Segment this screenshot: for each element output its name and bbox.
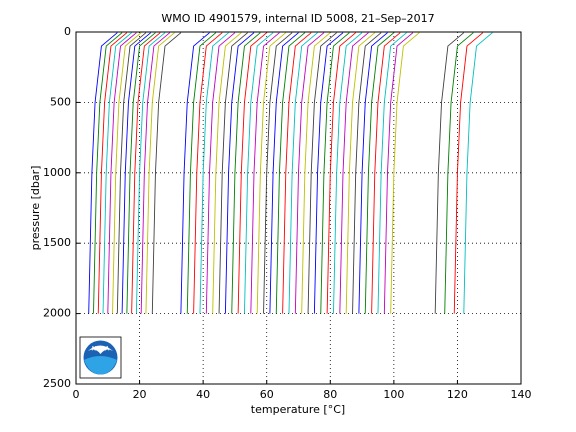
y-tick-label: 2000 <box>43 307 71 320</box>
profile-line <box>112 32 142 314</box>
x-tick-label: 40 <box>196 388 210 401</box>
profile-line <box>244 32 274 314</box>
noaa-logo: NOAA <box>79 336 122 379</box>
profile-line <box>307 32 337 314</box>
profile-line <box>288 32 318 314</box>
profile-line <box>218 32 248 314</box>
profile-line <box>237 32 267 314</box>
profile-line <box>371 32 401 314</box>
y-axis-label: pressure [dbar] <box>29 166 42 251</box>
profile-line <box>88 32 118 314</box>
y-tick-label: 0 <box>64 25 71 38</box>
axes-frame <box>75 31 522 385</box>
profile-line <box>151 32 182 314</box>
y-tick-label: 1500 <box>43 236 71 249</box>
x-axis-label: temperature [°C] <box>251 403 345 416</box>
profile-line <box>131 32 161 314</box>
profile-line <box>377 32 407 314</box>
profile-line <box>294 32 325 314</box>
y-tick-label: 500 <box>50 95 71 108</box>
x-tick-label: 80 <box>323 388 337 401</box>
profile-line <box>97 32 128 314</box>
profile-line <box>339 32 369 314</box>
profile-line <box>93 32 123 314</box>
profile-line <box>256 32 287 314</box>
profile-line <box>326 32 356 314</box>
x-tick-label: 20 <box>133 388 147 401</box>
profile-line <box>301 32 331 314</box>
x-tick-label: 120 <box>447 388 468 401</box>
profile-line <box>390 32 420 314</box>
profile-line <box>102 32 132 314</box>
profile-line <box>463 32 493 314</box>
svg-text:NOAA: NOAA <box>92 346 110 353</box>
x-tick-label: 0 <box>73 388 80 401</box>
chart-title: WMO ID 4901579, internal ID 5008, 21–Sep… <box>161 12 434 25</box>
y-tick-label: 1000 <box>43 166 71 179</box>
profile-line <box>193 32 223 314</box>
profile-line <box>282 32 312 314</box>
profile-line <box>313 32 344 314</box>
profile-line <box>250 32 280 314</box>
profile-line <box>333 32 363 314</box>
profile-line <box>444 32 474 314</box>
x-tick-label: 60 <box>260 388 274 401</box>
y-tick-label: 2500 <box>43 377 71 390</box>
profile-line <box>275 32 306 314</box>
profile-line <box>352 32 382 314</box>
x-tick-label: 100 <box>383 388 404 401</box>
profile-line <box>126 32 156 314</box>
profile-line <box>205 32 236 314</box>
profile-line <box>186 32 217 314</box>
profile-line <box>135 32 166 314</box>
profile-line <box>231 32 261 314</box>
profile-line <box>364 32 395 314</box>
profile-line <box>383 32 414 314</box>
profile-line <box>224 32 255 314</box>
profile-line <box>140 32 171 314</box>
profile-line <box>180 32 210 314</box>
profile-line <box>116 32 147 314</box>
profile-line <box>199 32 229 314</box>
profile-line <box>345 32 376 314</box>
profile-line <box>263 32 293 314</box>
profile-line <box>434 32 465 314</box>
profile-line <box>269 32 299 314</box>
profile-line <box>453 32 484 314</box>
plot-area: 0 20 40 60 80 100 120 140 0 500 1000 1500 2000 2500 <box>43 25 532 401</box>
profile-line <box>121 32 151 314</box>
profile-line <box>358 32 388 314</box>
x-tick-label: 140 <box>511 388 532 401</box>
profile-line <box>320 32 350 314</box>
profile-line <box>107 32 137 314</box>
profile-line <box>212 32 242 314</box>
profile-line <box>145 32 175 314</box>
